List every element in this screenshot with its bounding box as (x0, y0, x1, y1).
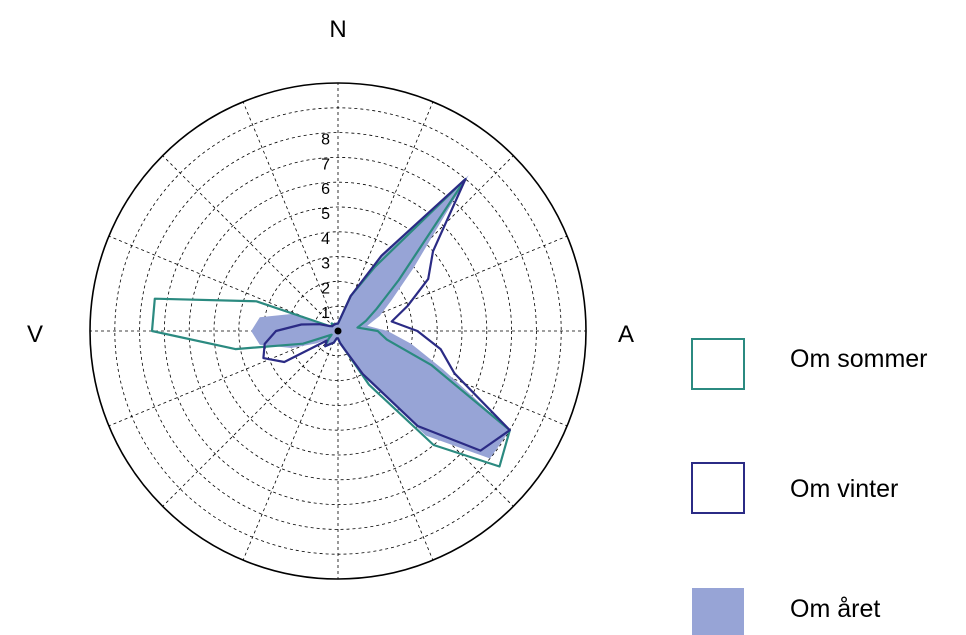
legend-swatch-aret (692, 588, 744, 635)
grid-ring (163, 156, 513, 506)
grid-spoke (242, 101, 339, 332)
ring-labels: 1 2 3 4 5 6 7 8 (321, 132, 330, 323)
outer-circle (89, 82, 587, 580)
series-layer (150, 175, 511, 468)
grid-spoke (337, 101, 434, 332)
compass-east-label: A (618, 321, 634, 348)
legend-label-aret: Om året (790, 595, 880, 623)
series-vinter-polygon (262, 177, 511, 452)
grid-spoke (242, 330, 339, 561)
legend-swatch-vinter (691, 462, 745, 514)
legend-swatch-sommer (691, 338, 745, 390)
grid-ring (188, 181, 488, 481)
legend-label-sommer: Om sommer (790, 345, 928, 373)
center-dot (334, 327, 342, 335)
ring-label: 3 (321, 256, 330, 273)
compass-north-label: N (329, 16, 346, 43)
grid-spoke (337, 235, 568, 332)
grid-spoke (337, 330, 568, 427)
compass-west-label: V (27, 321, 43, 348)
ring-label: 7 (321, 156, 330, 173)
grid-spoke (162, 330, 339, 507)
grid-ring (238, 231, 438, 431)
grid-spoke (337, 330, 434, 561)
legend: Om sommer Om vinter Om året (691, 338, 928, 635)
grid-spoke (337, 155, 514, 332)
grid-spoke (108, 235, 339, 332)
legend-label-vinter: Om vinter (790, 475, 898, 503)
grid-ring (213, 206, 463, 456)
grid-spoke (162, 155, 339, 332)
grid-spoke (108, 330, 339, 427)
ring-label: 1 (321, 305, 330, 322)
ring-label: 4 (321, 231, 330, 248)
ring-label: 2 (321, 280, 330, 297)
grid-spoke (337, 330, 514, 507)
ring-label: 6 (321, 181, 330, 198)
ring-label: 5 (321, 206, 330, 223)
series-aret-polygon (251, 175, 510, 459)
polar-grid (90, 83, 586, 579)
ring-label: 8 (321, 132, 330, 149)
